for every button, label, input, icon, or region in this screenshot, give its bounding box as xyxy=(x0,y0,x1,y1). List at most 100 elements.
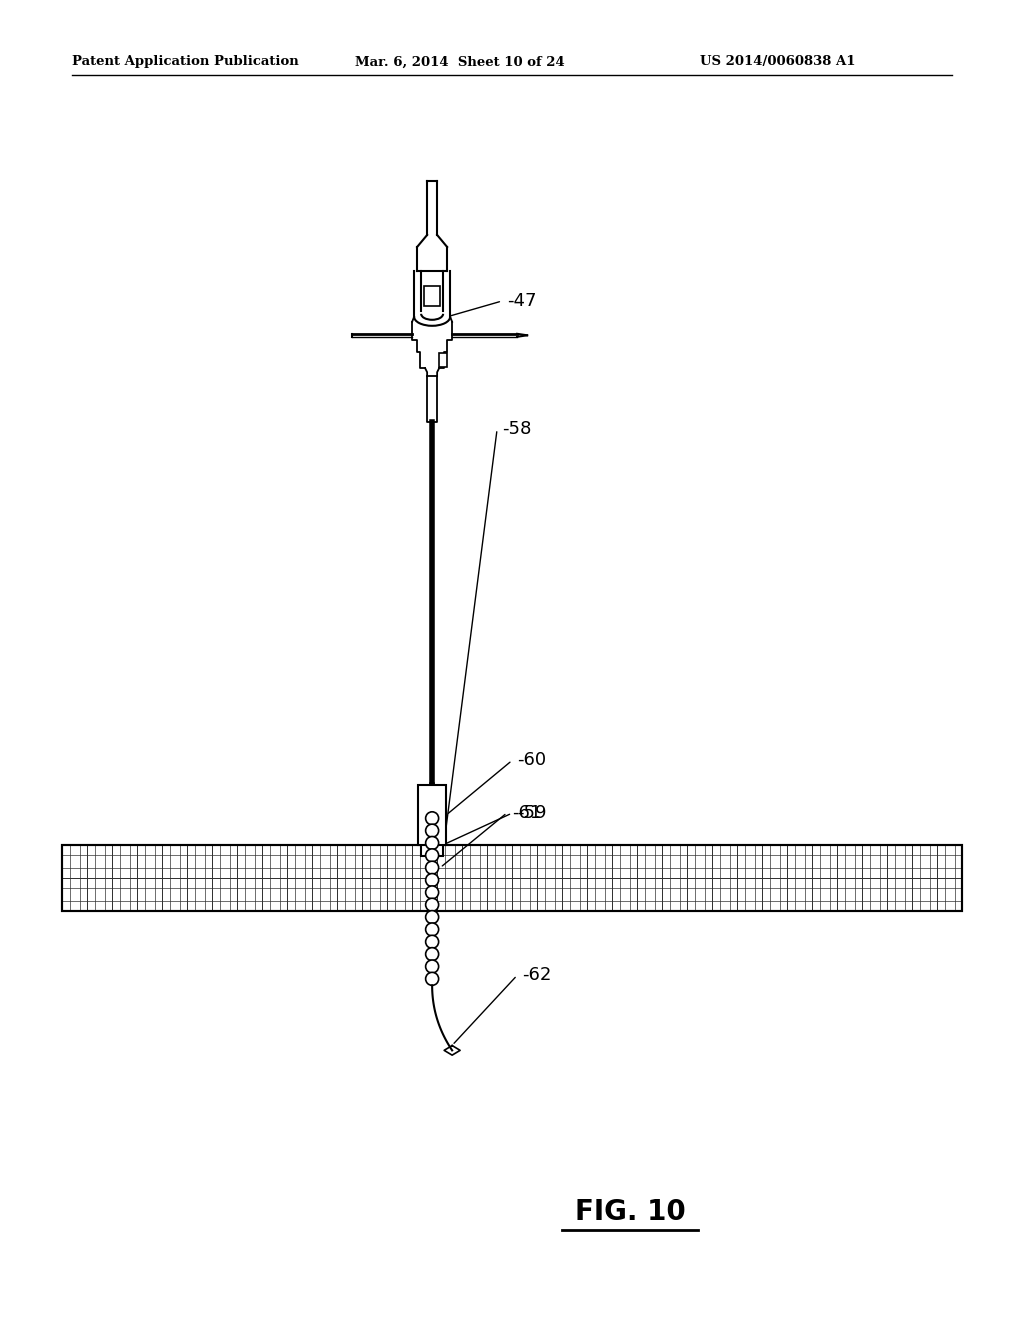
Text: -62: -62 xyxy=(522,966,552,985)
Bar xyxy=(462,845,487,878)
Bar xyxy=(212,845,237,878)
Bar xyxy=(662,845,687,878)
Bar xyxy=(537,878,562,911)
Bar xyxy=(462,878,487,911)
Bar xyxy=(187,845,212,878)
Bar xyxy=(412,845,437,878)
Circle shape xyxy=(426,898,438,911)
Circle shape xyxy=(426,911,438,924)
Bar xyxy=(512,878,537,911)
Text: FIG. 10: FIG. 10 xyxy=(574,1199,685,1226)
Bar xyxy=(487,878,512,911)
Bar xyxy=(412,878,437,911)
Circle shape xyxy=(426,960,438,973)
Bar xyxy=(912,878,937,911)
Bar xyxy=(587,845,612,878)
Bar xyxy=(787,845,812,878)
Bar xyxy=(424,285,440,306)
Circle shape xyxy=(426,973,438,985)
Bar xyxy=(237,878,262,911)
Bar xyxy=(812,845,837,878)
Circle shape xyxy=(426,861,438,874)
Bar xyxy=(62,845,87,878)
Bar xyxy=(862,878,887,911)
Circle shape xyxy=(426,812,438,825)
Bar xyxy=(287,845,312,878)
Bar xyxy=(887,845,912,878)
Bar xyxy=(837,845,862,878)
Bar xyxy=(421,830,443,855)
Bar xyxy=(312,845,337,878)
Bar xyxy=(62,878,87,911)
Circle shape xyxy=(426,936,438,948)
Bar xyxy=(812,878,837,911)
Circle shape xyxy=(426,824,438,837)
Text: -60: -60 xyxy=(517,751,546,770)
Text: Mar. 6, 2014  Sheet 10 of 24: Mar. 6, 2014 Sheet 10 of 24 xyxy=(355,55,565,69)
Bar xyxy=(537,845,562,878)
Bar xyxy=(862,845,887,878)
Bar xyxy=(837,878,862,911)
Bar xyxy=(737,845,762,878)
Bar xyxy=(562,845,587,878)
Bar xyxy=(362,878,387,911)
Circle shape xyxy=(426,923,438,936)
Bar xyxy=(162,845,187,878)
Bar xyxy=(262,878,287,911)
Circle shape xyxy=(426,948,438,961)
Bar xyxy=(662,878,687,911)
Bar xyxy=(87,878,112,911)
Bar xyxy=(112,878,137,911)
Circle shape xyxy=(426,837,438,850)
Bar xyxy=(912,845,937,878)
Bar xyxy=(212,878,237,911)
Bar xyxy=(337,845,362,878)
Bar xyxy=(387,878,412,911)
Bar xyxy=(62,845,962,911)
Bar xyxy=(737,878,762,911)
Bar xyxy=(262,845,287,878)
Bar xyxy=(512,845,537,878)
Bar xyxy=(712,878,737,911)
Bar xyxy=(612,845,637,878)
Bar xyxy=(418,785,446,845)
Text: -58: -58 xyxy=(502,420,531,438)
Bar xyxy=(712,845,737,878)
Text: US 2014/0060838 A1: US 2014/0060838 A1 xyxy=(700,55,855,69)
Bar xyxy=(362,845,387,878)
Bar xyxy=(312,878,337,911)
Bar xyxy=(112,845,137,878)
Bar xyxy=(287,878,312,911)
Text: -59: -59 xyxy=(517,804,547,822)
Bar xyxy=(637,845,662,878)
Bar xyxy=(337,878,362,911)
Text: -47: -47 xyxy=(507,292,537,310)
Bar xyxy=(762,878,787,911)
Bar xyxy=(887,878,912,911)
Bar xyxy=(937,878,962,911)
Bar xyxy=(612,878,637,911)
Bar xyxy=(237,845,262,878)
Bar xyxy=(937,845,962,878)
Circle shape xyxy=(426,849,438,862)
Bar xyxy=(187,878,212,911)
Circle shape xyxy=(426,886,438,899)
Bar xyxy=(162,878,187,911)
Bar xyxy=(137,845,162,878)
Bar xyxy=(762,845,787,878)
Circle shape xyxy=(426,874,438,887)
Bar xyxy=(137,878,162,911)
Bar xyxy=(437,878,462,911)
Bar xyxy=(439,352,447,367)
Bar xyxy=(87,845,112,878)
Bar xyxy=(587,878,612,911)
Bar xyxy=(387,845,412,878)
Bar xyxy=(437,845,462,878)
Bar xyxy=(62,845,962,911)
Bar xyxy=(562,878,587,911)
Bar xyxy=(787,878,812,911)
Bar xyxy=(487,845,512,878)
Bar xyxy=(637,878,662,911)
Bar xyxy=(687,878,712,911)
Bar xyxy=(687,845,712,878)
